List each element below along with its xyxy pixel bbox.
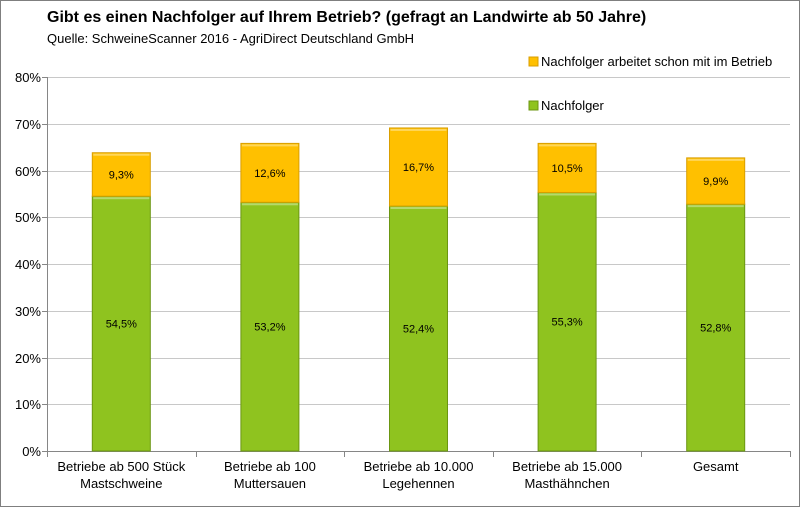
- legend-label: Nachfolger: [541, 98, 605, 113]
- y-tick-label: 10%: [15, 397, 41, 412]
- legend-swatch: [528, 56, 539, 67]
- y-tick-label: 40%: [15, 257, 41, 272]
- x-category-label: Masthähnchen: [524, 476, 609, 491]
- bar-segment: [91, 152, 151, 197]
- y-tick-label: 30%: [15, 304, 41, 319]
- x-category-label: Mastschweine: [80, 476, 162, 491]
- bar-segment: [91, 195, 151, 452]
- bar-segment: [686, 157, 746, 205]
- legend-label: Nachfolger arbeitet schon mit im Betrieb: [541, 54, 772, 69]
- y-tick-label: 0%: [22, 444, 41, 459]
- bar-segment: [389, 127, 448, 207]
- data-label: 16,7%: [403, 162, 434, 174]
- legend-swatch: [528, 100, 539, 111]
- bar-highlight: [93, 197, 150, 200]
- bar-highlight: [241, 144, 298, 147]
- x-category-label: Betriebe ab 500 Stück: [57, 459, 185, 474]
- bar-segment: [686, 203, 746, 452]
- bar-segment: [537, 191, 597, 452]
- x-category-label: Betriebe ab 10.000: [364, 459, 474, 474]
- y-tick-label: 80%: [15, 70, 41, 85]
- bar-segment: [537, 142, 597, 193]
- y-tick-label: 70%: [15, 117, 41, 132]
- data-label: 52,8%: [700, 323, 731, 335]
- bar-segment: [389, 205, 448, 452]
- data-label: 52,4%: [403, 324, 434, 336]
- bar-highlight: [93, 153, 150, 156]
- bar-segment: [240, 142, 300, 203]
- data-label: 54,5%: [106, 319, 137, 331]
- data-label: 12,6%: [254, 168, 285, 180]
- x-category-label: Betriebe ab 100: [224, 459, 316, 474]
- chart-title: Gibt es einen Nachfolger auf Ihrem Betri…: [47, 9, 647, 26]
- bar-highlight: [539, 144, 596, 147]
- bar-highlight: [390, 128, 447, 131]
- bar-highlight: [241, 203, 298, 206]
- y-tick-label: 60%: [15, 164, 41, 179]
- x-category-label: Legehennen: [382, 476, 454, 491]
- x-category-label: Muttersauen: [234, 476, 306, 491]
- data-label: 10,5%: [551, 163, 582, 175]
- chart-subtitle: Quelle: SchweineScanner 2016 - AgriDirec…: [47, 31, 415, 46]
- data-label: 9,9%: [703, 176, 728, 188]
- data-label: 9,3%: [109, 169, 134, 181]
- bar-highlight: [687, 158, 744, 161]
- data-label: 55,3%: [551, 317, 582, 329]
- bar-highlight: [539, 193, 596, 196]
- data-label: 53,2%: [254, 322, 285, 334]
- bar-highlight: [687, 205, 744, 208]
- y-tick-label: 20%: [15, 351, 41, 366]
- x-category-label: Gesamt: [693, 459, 739, 474]
- bar-highlight: [390, 207, 447, 210]
- x-category-label: Betriebe ab 15.000: [512, 459, 622, 474]
- y-tick-label: 50%: [15, 210, 41, 225]
- bar-segment: [240, 201, 300, 452]
